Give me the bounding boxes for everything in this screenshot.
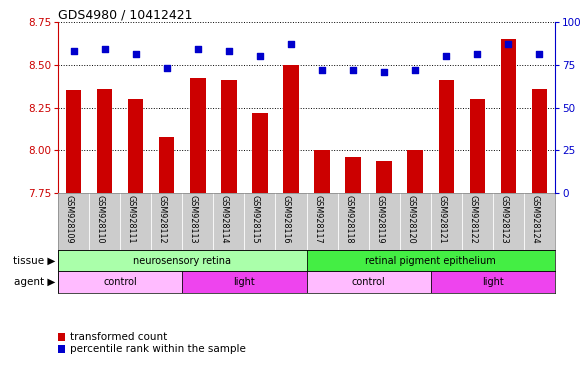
Text: GSM928124: GSM928124 [530,195,540,243]
Text: GSM928113: GSM928113 [189,195,198,243]
Bar [97,89,112,193]
Text: retinal pigment epithelium: retinal pigment epithelium [365,255,496,265]
Text: light: light [234,277,255,287]
Text: light: light [482,277,504,287]
Bar [58,250,307,271]
Text: agent ▶: agent ▶ [14,277,55,287]
Bar [182,271,307,293]
Text: tissue ▶: tissue ▶ [13,255,55,265]
Text: GSM928122: GSM928122 [468,195,478,243]
Bar [314,150,330,193]
Text: GSM928118: GSM928118 [344,195,353,243]
Bar [252,113,268,193]
Point [131,51,140,58]
Bar [307,271,431,293]
Text: GSM928109: GSM928109 [64,195,74,243]
Text: GSM928116: GSM928116 [282,195,291,243]
Text: GSM928120: GSM928120 [406,195,415,243]
Bar [439,80,454,193]
Bar [66,90,81,193]
Text: GSM928121: GSM928121 [437,195,446,243]
Point [349,67,358,73]
Bar [407,150,423,193]
Bar [283,65,299,193]
Point [193,46,202,53]
Bar [501,39,516,193]
Point [504,41,513,47]
Bar [159,137,174,193]
Text: control: control [103,277,137,287]
Text: GSM928117: GSM928117 [313,195,322,243]
Text: GSM928112: GSM928112 [157,195,167,243]
Bar [469,99,485,193]
Point [535,51,544,58]
Point [317,67,327,73]
Text: GSM928110: GSM928110 [96,195,105,243]
Bar [532,89,547,193]
Point [442,53,451,59]
Point [224,48,234,54]
Bar [307,250,555,271]
Text: transformed count: transformed count [70,332,167,342]
Bar [128,99,144,193]
Point [379,68,389,74]
Text: GSM928123: GSM928123 [500,195,508,243]
Point [473,51,482,58]
Text: control: control [352,277,386,287]
Bar [58,271,182,293]
Text: GSM928111: GSM928111 [127,195,135,243]
Point [286,41,296,47]
Point [162,65,171,71]
Text: GSM928119: GSM928119 [375,195,384,243]
Bar [221,80,236,193]
Bar [431,271,555,293]
Point [411,67,420,73]
Bar [376,161,392,193]
Text: neurosensory retina: neurosensory retina [133,255,231,265]
Text: GSM928115: GSM928115 [251,195,260,243]
Bar [190,78,206,193]
Text: GSM928114: GSM928114 [220,195,229,243]
Text: percentile rank within the sample: percentile rank within the sample [70,344,246,354]
Point [100,46,109,53]
Bar [345,157,361,193]
Point [255,53,264,59]
Text: GDS4980 / 10412421: GDS4980 / 10412421 [58,9,192,22]
Point [69,48,78,54]
